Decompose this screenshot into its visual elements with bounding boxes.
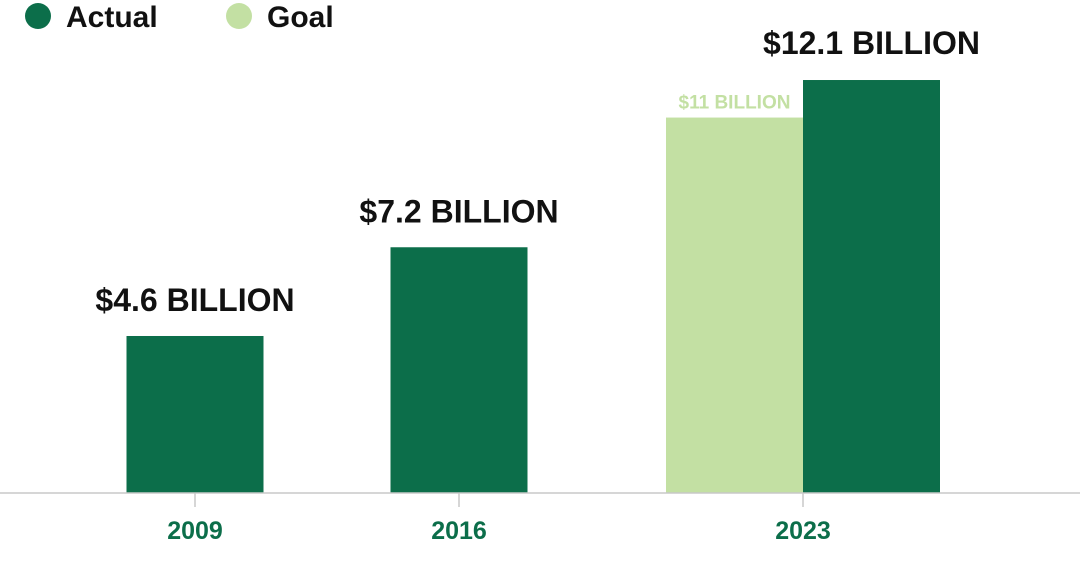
x-axis-ticks: 2009 2016 2023: [167, 493, 831, 545]
bar-actual-2023: [803, 80, 940, 493]
legend: Actual Goal: [25, 1, 334, 34]
value-labels: $4.6 BILLION $7.2 BILLION $12.1 BILLION $11…: [95, 25, 980, 318]
legend-item-goal: Goal: [226, 1, 334, 34]
value-label-actual-2009: $4.6 BILLION: [95, 282, 294, 318]
legend-label-goal: Goal: [267, 1, 334, 34]
legend-label-actual: Actual: [66, 1, 158, 34]
legend-swatch-goal: [226, 3, 252, 29]
legend-swatch-actual: [25, 3, 51, 29]
value-label-actual-2016: $7.2 BILLION: [359, 193, 558, 229]
value-label-actual-2023: $12.1 BILLION: [763, 25, 980, 61]
legend-item-actual: Actual: [25, 1, 158, 34]
x-tick-label-2016: 2016: [431, 517, 487, 545]
bar-goal-2023: [666, 117, 803, 494]
value-label-goal-2023: $11 BILLION: [679, 93, 791, 114]
x-tick-label-2023: 2023: [775, 517, 831, 545]
bar-actual-2009: [126, 335, 264, 493]
x-tick-label-2009: 2009: [167, 517, 223, 545]
bar-actual-2016: [390, 247, 528, 493]
bars: [126, 80, 940, 494]
